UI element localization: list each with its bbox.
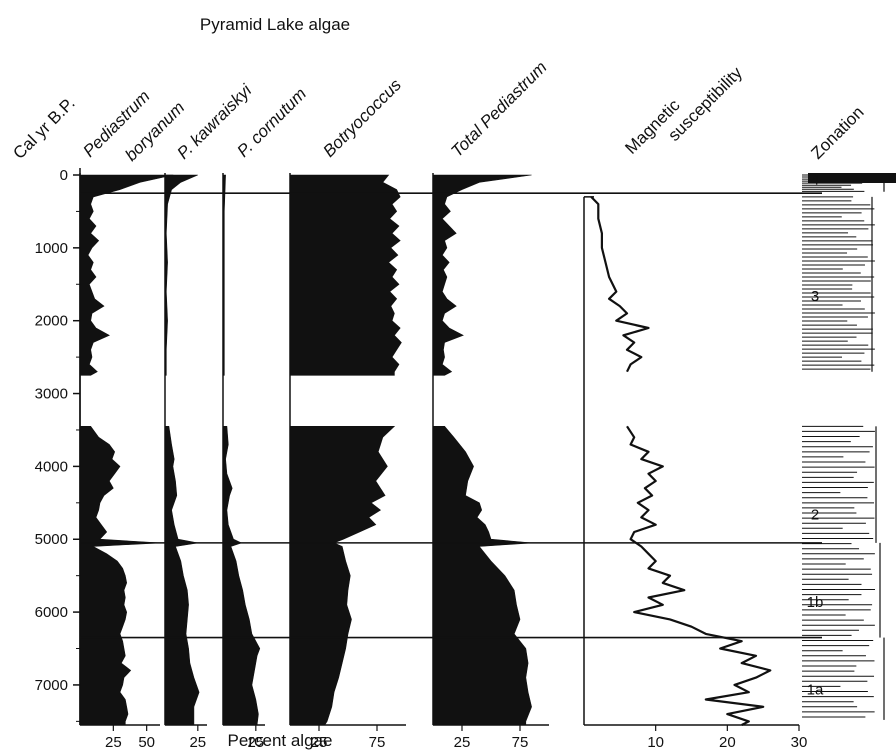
total-area-upper xyxy=(432,174,532,376)
pediastrum-area-lower xyxy=(79,426,161,726)
column-title-botryococcus: Botryococcus xyxy=(319,75,405,161)
zonation-dendrogram xyxy=(802,173,896,720)
depth-tick-label-7000: 7000 xyxy=(35,677,68,694)
panel-pediastrum: 25 50 xyxy=(79,173,174,751)
botryococcus-x-tick-label: 75 xyxy=(369,734,386,751)
magnetic-curve-lower xyxy=(626,425,772,726)
magnetic-x-tick-label: 10 xyxy=(647,734,664,751)
depth-tick-label-2000: 2000 xyxy=(35,313,68,330)
panel-kawraiskyi: 25 xyxy=(164,173,207,751)
panel-botryococcus: 25 75 xyxy=(289,173,406,751)
kawraiskyi-area-lower xyxy=(164,426,200,726)
depth-tick-label-5000: 5000 xyxy=(35,531,68,548)
zone-label-3: 3 xyxy=(811,288,819,305)
depth-tick-label-6000: 6000 xyxy=(35,604,68,621)
zone-labels: 4 3 2 1b 1a xyxy=(807,172,824,699)
zone-label-1a: 1a xyxy=(807,682,824,699)
dendrogram-top-block xyxy=(808,173,896,183)
depth-tick-label-3000: 3000 xyxy=(35,386,68,403)
depth-tick-label-4000: 4000 xyxy=(35,458,68,475)
cornutum-area-lower xyxy=(222,426,261,726)
kawraiskyi-x-tick-label: 25 xyxy=(189,734,206,751)
total-x-tick-label: 75 xyxy=(512,734,529,751)
series-panels: 25 50 25 25 25 75 25 75 10 20 30 xyxy=(79,173,808,751)
column-title-total: Total Pediastrum xyxy=(447,58,550,161)
magnetic-x-tick-label: 30 xyxy=(791,734,808,751)
pediastrum-x-tick-label: 25 xyxy=(105,734,122,751)
cornutum-x-tick-label: 25 xyxy=(247,734,264,751)
depth-axis: 0 1000 2000 3000 4000 5000 6000 7000 xyxy=(35,167,81,725)
total-x-tick-label: 25 xyxy=(454,734,471,751)
zone-boundaries xyxy=(80,192,822,639)
panel-total: 25 75 xyxy=(432,173,549,751)
total-area-lower xyxy=(432,426,532,726)
panel-magnetic: 10 20 30 xyxy=(583,196,808,751)
column-title-zonation: Zonation xyxy=(807,103,867,163)
kawraiskyi-area-upper xyxy=(164,174,198,376)
zone-label-1b: 1b xyxy=(807,594,824,611)
botryococcus-area-lower xyxy=(289,426,396,726)
botryococcus-area-upper xyxy=(289,174,402,376)
y-axis-title: Cal yr B.P. xyxy=(9,93,78,162)
pediastrum-x-tick-label: 50 xyxy=(138,734,155,751)
pediastrum-area-upper xyxy=(79,174,174,376)
chart-title: Pyramid Lake algae xyxy=(200,15,350,34)
x-axis-title: Percent algae xyxy=(228,731,333,750)
magnetic-x-tick-label: 20 xyxy=(719,734,736,751)
panel-cornutum: 25 xyxy=(222,173,265,751)
depth-tick-label-0: 0 xyxy=(60,167,68,184)
zone-label-4: 4 xyxy=(811,172,819,189)
depth-tick-label-1000: 1000 xyxy=(35,240,68,257)
magnetic-curve-upper xyxy=(590,196,650,373)
botryococcus-x-tick-label: 25 xyxy=(311,734,328,751)
zone-label-2: 2 xyxy=(811,507,819,524)
